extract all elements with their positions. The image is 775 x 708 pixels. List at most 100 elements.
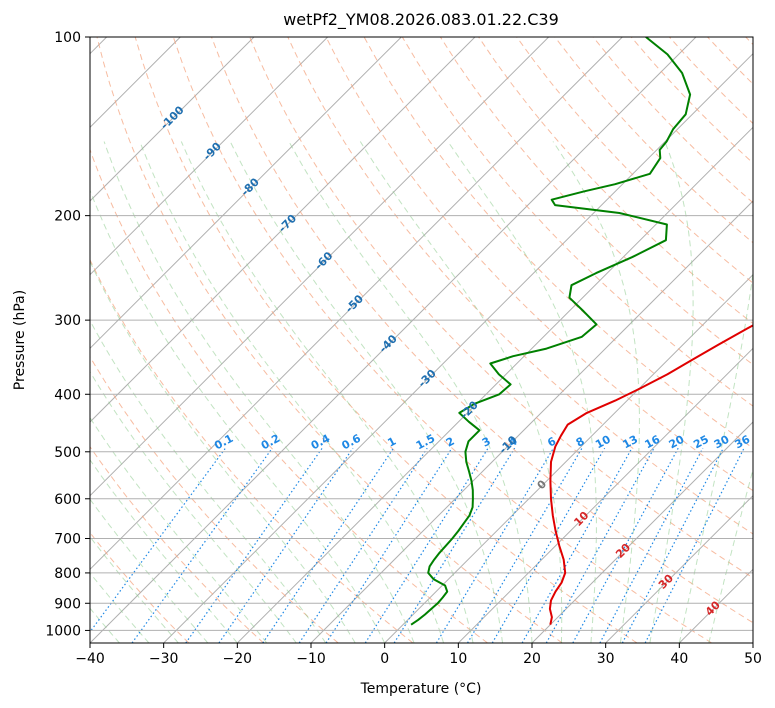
x-tick-label: −40 <box>75 651 105 667</box>
mixing-ratio-line <box>545 447 655 643</box>
isotherm-line <box>310 200 753 643</box>
line-labels: 0.1 0.2 0.4 0.6 1 1.5 2 3 4 6 8 10 13 16 20 25 30 36-100-… <box>158 103 752 618</box>
mixing-ratio-label: 16 <box>643 433 663 452</box>
isotherm-line <box>384 273 753 643</box>
y-tick-label: 100 <box>54 30 81 46</box>
sounding-series <box>410 37 753 626</box>
mixing-ratio-line <box>90 447 226 633</box>
isotherm-line <box>90 37 255 202</box>
dry-adiabat-line <box>516 37 753 284</box>
isotherm-line <box>90 37 550 497</box>
y-tick-label: 400 <box>54 387 81 403</box>
mixing-ratio-line <box>644 447 745 643</box>
isotherm-label: 40 <box>703 598 723 618</box>
y-tick-label: 300 <box>54 313 81 329</box>
chart-title: wetPf2_YM08.2026.083.01.22.C39 <box>283 10 559 30</box>
mixing-ratio-label: 30 <box>712 433 732 452</box>
mixing-ratio-line <box>325 447 453 643</box>
mixing-ratio-line <box>298 447 428 643</box>
moist-adiabat-line <box>90 536 179 643</box>
isotherm-label: -60 <box>312 249 335 272</box>
mixing-ratio-label: 3 <box>480 435 493 450</box>
isotherm-label: -10 <box>497 433 520 456</box>
x-tick-label: −20 <box>223 651 253 667</box>
isotherm-line <box>90 37 697 643</box>
isotherm-label: -30 <box>416 367 439 390</box>
mixing-ratio-line <box>521 447 633 643</box>
mixing-ratio-label: 36 <box>733 433 753 452</box>
moist-adiabat-line <box>90 416 268 643</box>
y-tick-label: 500 <box>54 445 81 461</box>
moist-adiabat-line <box>103 141 415 643</box>
dry-adiabat-line <box>90 148 488 643</box>
dry-adiabat-line <box>287 37 753 535</box>
moist-adiabat-line <box>447 141 597 643</box>
mixing-ratio-label: 0.1 <box>212 432 235 453</box>
dry-adiabat-line <box>90 258 414 643</box>
y-tick-label: 200 <box>54 209 81 225</box>
isotherm-label: -40 <box>377 332 400 355</box>
mixing-ratio-line <box>491 447 606 643</box>
dry-adiabat-line <box>669 37 753 125</box>
isotherm-line <box>90 37 623 571</box>
mixing-ratio-line <box>572 447 679 643</box>
moist-adiabat-line <box>649 141 694 643</box>
moist-adiabat-line <box>90 498 209 643</box>
mixing-ratio-label: 20 <box>667 433 687 452</box>
moist-adiabat-line <box>708 467 753 643</box>
x-tick-label: 30 <box>597 651 615 667</box>
x-tick-label: 0 <box>380 651 389 667</box>
dry-adiabat-line <box>96 37 563 643</box>
isotherm-line <box>90 37 329 276</box>
y-axis: 1000 900 800 700 600 500 400 300 200 100 <box>45 30 90 639</box>
dry-adiabat-line <box>90 445 264 643</box>
y-tick-label: 900 <box>54 596 81 612</box>
mixing-ratio-label: 0.2 <box>259 432 282 453</box>
mixing-ratio-line <box>262 447 395 643</box>
isotherm-label: 10 <box>571 509 591 529</box>
y-tick-label: 700 <box>54 532 81 548</box>
dry-adiabat-line <box>90 355 339 643</box>
dry-adiabat-line <box>172 37 712 643</box>
isotherm-label: -100 <box>158 103 187 132</box>
mixing-ratio-label: 2 <box>444 435 457 450</box>
y-tick-label: 600 <box>54 492 81 508</box>
dry-adiabat-line <box>325 37 753 492</box>
temperature-line <box>548 324 753 625</box>
pressure-gridlines <box>90 37 753 631</box>
dry-adiabat-line <box>554 37 753 244</box>
moist-adiabat-line <box>552 141 640 643</box>
x-tick-label: −30 <box>149 651 179 667</box>
dry-adiabat-line <box>707 37 753 85</box>
dry-adiabat-line <box>134 37 638 643</box>
isotherm-line <box>90 37 402 350</box>
mixing-ratio-label: 0.6 <box>340 432 364 453</box>
mixing-ratio-line <box>435 447 554 643</box>
isotherm-line <box>605 494 753 643</box>
dry-adiabat-line <box>211 37 753 624</box>
mixing-ratio-label: 25 <box>691 433 711 452</box>
mixing-ratio-line <box>599 447 704 643</box>
mixing-ratio-line <box>185 447 323 643</box>
mixing-ratio-label: 1.5 <box>414 432 437 453</box>
isotherm-label: -80 <box>239 175 262 198</box>
mixing-ratio-line <box>466 447 583 643</box>
y-tick-label: 800 <box>54 566 81 582</box>
x-axis: −40 −30 −20 −10 0 10 20 30 40 50 <box>75 643 762 667</box>
x-tick-label: 50 <box>744 651 762 667</box>
x-tick-label: −10 <box>296 651 326 667</box>
x-axis-label: Temperature (°C) <box>360 681 482 697</box>
mixing-ratio-label: 1 <box>385 435 398 450</box>
mixing-ratio-line <box>621 447 724 643</box>
mixing-ratio-line <box>131 447 273 643</box>
y-axis-label: Pressure (hPa) <box>12 290 28 390</box>
mixing-ratio-label: 6 <box>545 434 558 449</box>
isotherm-label: -90 <box>201 140 224 163</box>
moist-adiabat-line <box>359 141 563 643</box>
y-tick-label: 1000 <box>45 623 81 639</box>
x-tick-label: 40 <box>670 651 688 667</box>
isotherm-line <box>163 52 753 643</box>
mixing-ratio-label: 0.4 <box>309 432 333 453</box>
isotherm-label: 0 <box>535 477 550 492</box>
